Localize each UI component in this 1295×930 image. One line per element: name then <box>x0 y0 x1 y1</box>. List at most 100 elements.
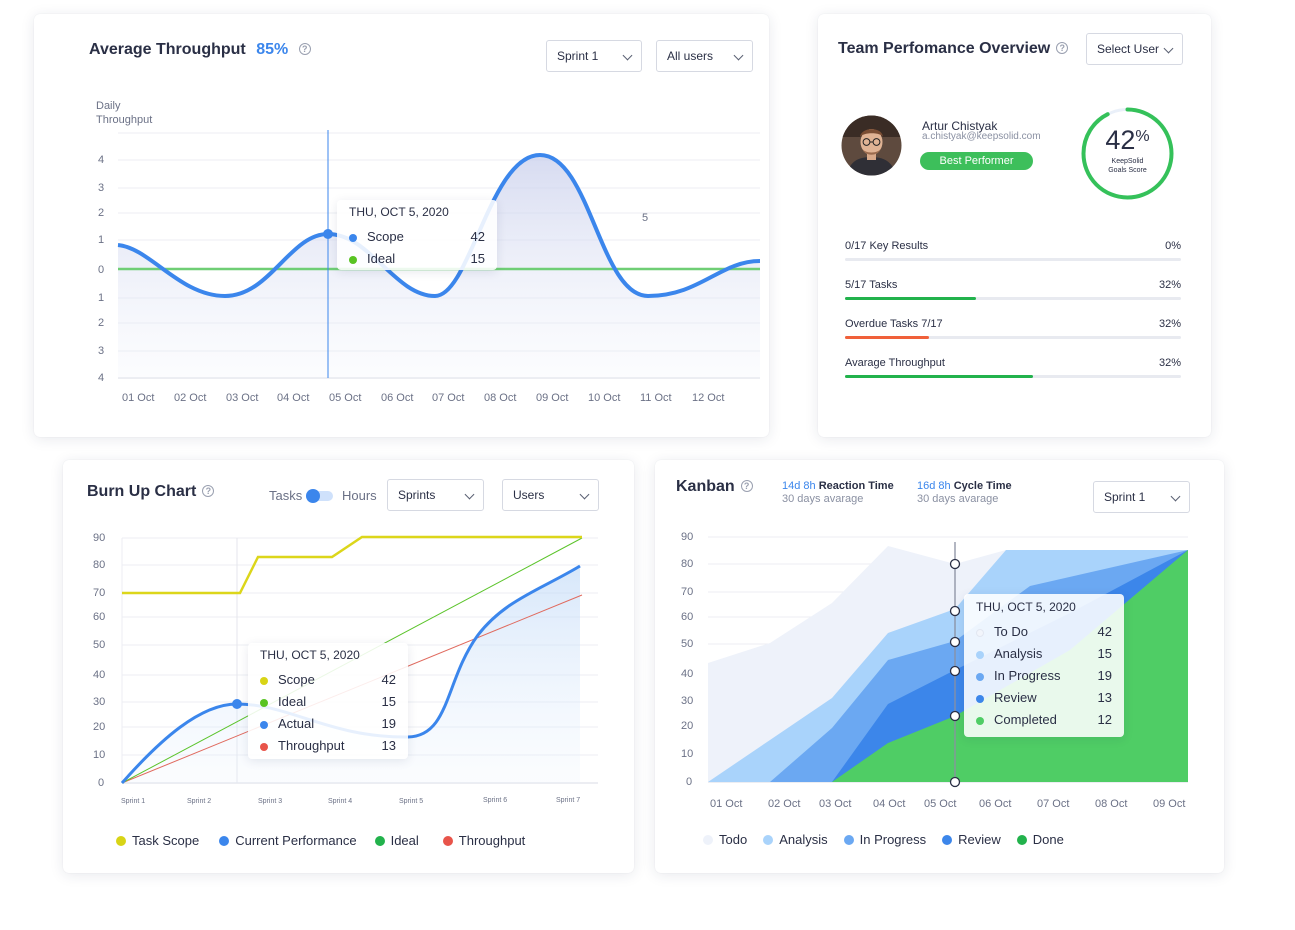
scope-line <box>122 535 582 595</box>
x-tick: 06 Oct <box>381 392 413 404</box>
cycle-label: Cycle Time <box>953 480 1012 492</box>
legend-item[interactable]: Throughput <box>442 833 525 848</box>
hover-point <box>949 710 961 722</box>
series-dot <box>976 629 984 637</box>
progress-label: 0/17 Key Results <box>845 240 929 252</box>
y-tick: 1 <box>98 292 104 304</box>
reaction-value: 14d 8h <box>782 480 816 492</box>
legend-item[interactable]: Review <box>942 832 1001 847</box>
legend-item[interactable]: Todo <box>703 832 747 847</box>
help-icon[interactable]: ? <box>740 480 753 492</box>
progress-key-results: 0/17 Key Results 0% <box>845 240 1181 264</box>
scope-line <box>117 152 761 299</box>
throughput-area <box>118 155 760 378</box>
y-tick: 0 <box>98 264 104 276</box>
users-select[interactable]: All users <box>656 40 753 72</box>
tooltip-label: Review <box>994 690 1037 705</box>
y-tick: 2 <box>98 317 104 329</box>
legend-item[interactable]: Ideal <box>374 833 419 848</box>
series-dot <box>260 699 268 707</box>
tooltip-row: Scope 42 <box>260 672 396 690</box>
throughput-chart: Daily Throughput 4 3 2 1 0 1 2 3 4 5 01 … <box>96 100 761 404</box>
tooltip-row: Completed 12 <box>976 712 1112 730</box>
y-tick: 60 <box>93 611 105 623</box>
legend-dot <box>763 835 774 845</box>
series-dot <box>349 256 357 264</box>
help-icon[interactable]: ? <box>202 485 215 497</box>
y-axis-label: Throughput <box>96 114 152 126</box>
help-icon[interactable]: ? <box>298 43 311 55</box>
legend-item[interactable]: In Progress <box>843 832 926 847</box>
sprint-select[interactable]: Sprint 1 <box>546 40 642 72</box>
hover-points <box>949 558 961 788</box>
hover-point <box>323 229 333 239</box>
progress-value: 32% <box>1158 279 1181 291</box>
sprint-select[interactable]: Sprint 1 <box>1093 481 1190 513</box>
users-select[interactable]: Users <box>502 479 599 511</box>
burnup-tooltip: THU, OCT 5, 2020 Scope 42 Ideal 15 Actua… <box>248 643 408 759</box>
x-tick: 08 Oct <box>484 392 516 404</box>
hover-point <box>949 605 961 617</box>
help-icon[interactable]: ? <box>1056 42 1069 54</box>
tooltip-row: Scope 42 <box>349 229 485 247</box>
goals-score: 42% <box>1079 125 1176 156</box>
legend-item[interactable]: Current Performance <box>219 833 357 848</box>
y-tick: 30 <box>681 695 693 707</box>
sprints-select[interactable]: Sprints <box>387 479 484 511</box>
actual-area <box>122 566 580 783</box>
progress-tasks: 5/17 Tasks 32% <box>845 279 1181 303</box>
toggle-tasks-label: Tasks <box>269 488 303 503</box>
progress-fill <box>845 375 1034 378</box>
progress-fill <box>845 336 929 339</box>
y-tick: 3 <box>98 182 104 194</box>
reaction-time: 14d 8h Reaction Time <box>782 480 894 492</box>
x-tick: Sprint 2 <box>187 798 211 805</box>
tooltip-label: Actual <box>278 716 315 731</box>
y-tick: 4 <box>98 372 104 384</box>
burnup-title: Burn Up Chart? <box>87 483 215 501</box>
legend-item[interactable]: Analysis <box>763 832 828 847</box>
tooltip-date: THU, OCT 5, 2020 <box>976 600 1076 614</box>
y-tick: 3 <box>98 345 104 357</box>
tooltip-label: Ideal <box>278 694 307 709</box>
tasks-hours-toggle[interactable] <box>306 489 333 503</box>
x-tick: 09 Oct <box>536 392 568 404</box>
burnup-legend: Task Scope Current Performance Ideal Throug… <box>116 833 545 848</box>
legend-dot <box>374 836 385 846</box>
y-tick: 20 <box>681 720 693 732</box>
x-tick: Sprint 6 <box>483 797 507 804</box>
hover-point <box>949 636 961 648</box>
tooltip-row: In Progress 19 <box>976 668 1112 686</box>
tooltip-row: Analysis 15 <box>976 646 1112 664</box>
cycle-sub: 30 days avarage <box>917 493 999 505</box>
tooltip-value: 42 <box>470 229 485 244</box>
legend-dot <box>219 836 230 846</box>
x-tick: 02 Oct <box>174 392 206 404</box>
x-tick: 03 Oct <box>226 392 258 404</box>
tooltip-row: Actual 19 <box>260 716 396 734</box>
progress-throughput: Avarage Throughput 32% <box>845 357 1181 381</box>
tooltip-value: 13 <box>381 738 396 753</box>
series-dot <box>976 717 984 725</box>
tooltip-date: THU, OCT 5, 2020 <box>349 205 449 219</box>
y-tick: 1 <box>98 234 104 246</box>
progress-track <box>845 297 1181 300</box>
score-label: Goals Score <box>1108 167 1147 174</box>
select-user[interactable]: Select User <box>1086 33 1183 65</box>
x-tick: 12 Oct <box>692 392 724 404</box>
legend-item[interactable]: Done <box>1016 832 1064 847</box>
tooltip-row: Ideal 15 <box>260 694 396 712</box>
progress-track <box>845 375 1181 378</box>
tooltip-row: Ideal 15 <box>349 251 485 269</box>
best-performer-badge: Best Performer <box>920 152 1033 170</box>
series-dot <box>349 234 357 242</box>
y-tick: 2 <box>98 207 104 219</box>
y-tick: 20 <box>93 721 105 733</box>
tooltip-label: Scope <box>278 672 315 687</box>
legend-item[interactable]: Task Scope <box>116 833 199 848</box>
x-tick: 01 Oct <box>710 798 742 810</box>
throughput-percent: 85% <box>256 41 289 58</box>
cycle-value: 16d 8h <box>917 480 951 492</box>
y-tick: 90 <box>93 532 105 544</box>
hover-point <box>949 776 961 788</box>
